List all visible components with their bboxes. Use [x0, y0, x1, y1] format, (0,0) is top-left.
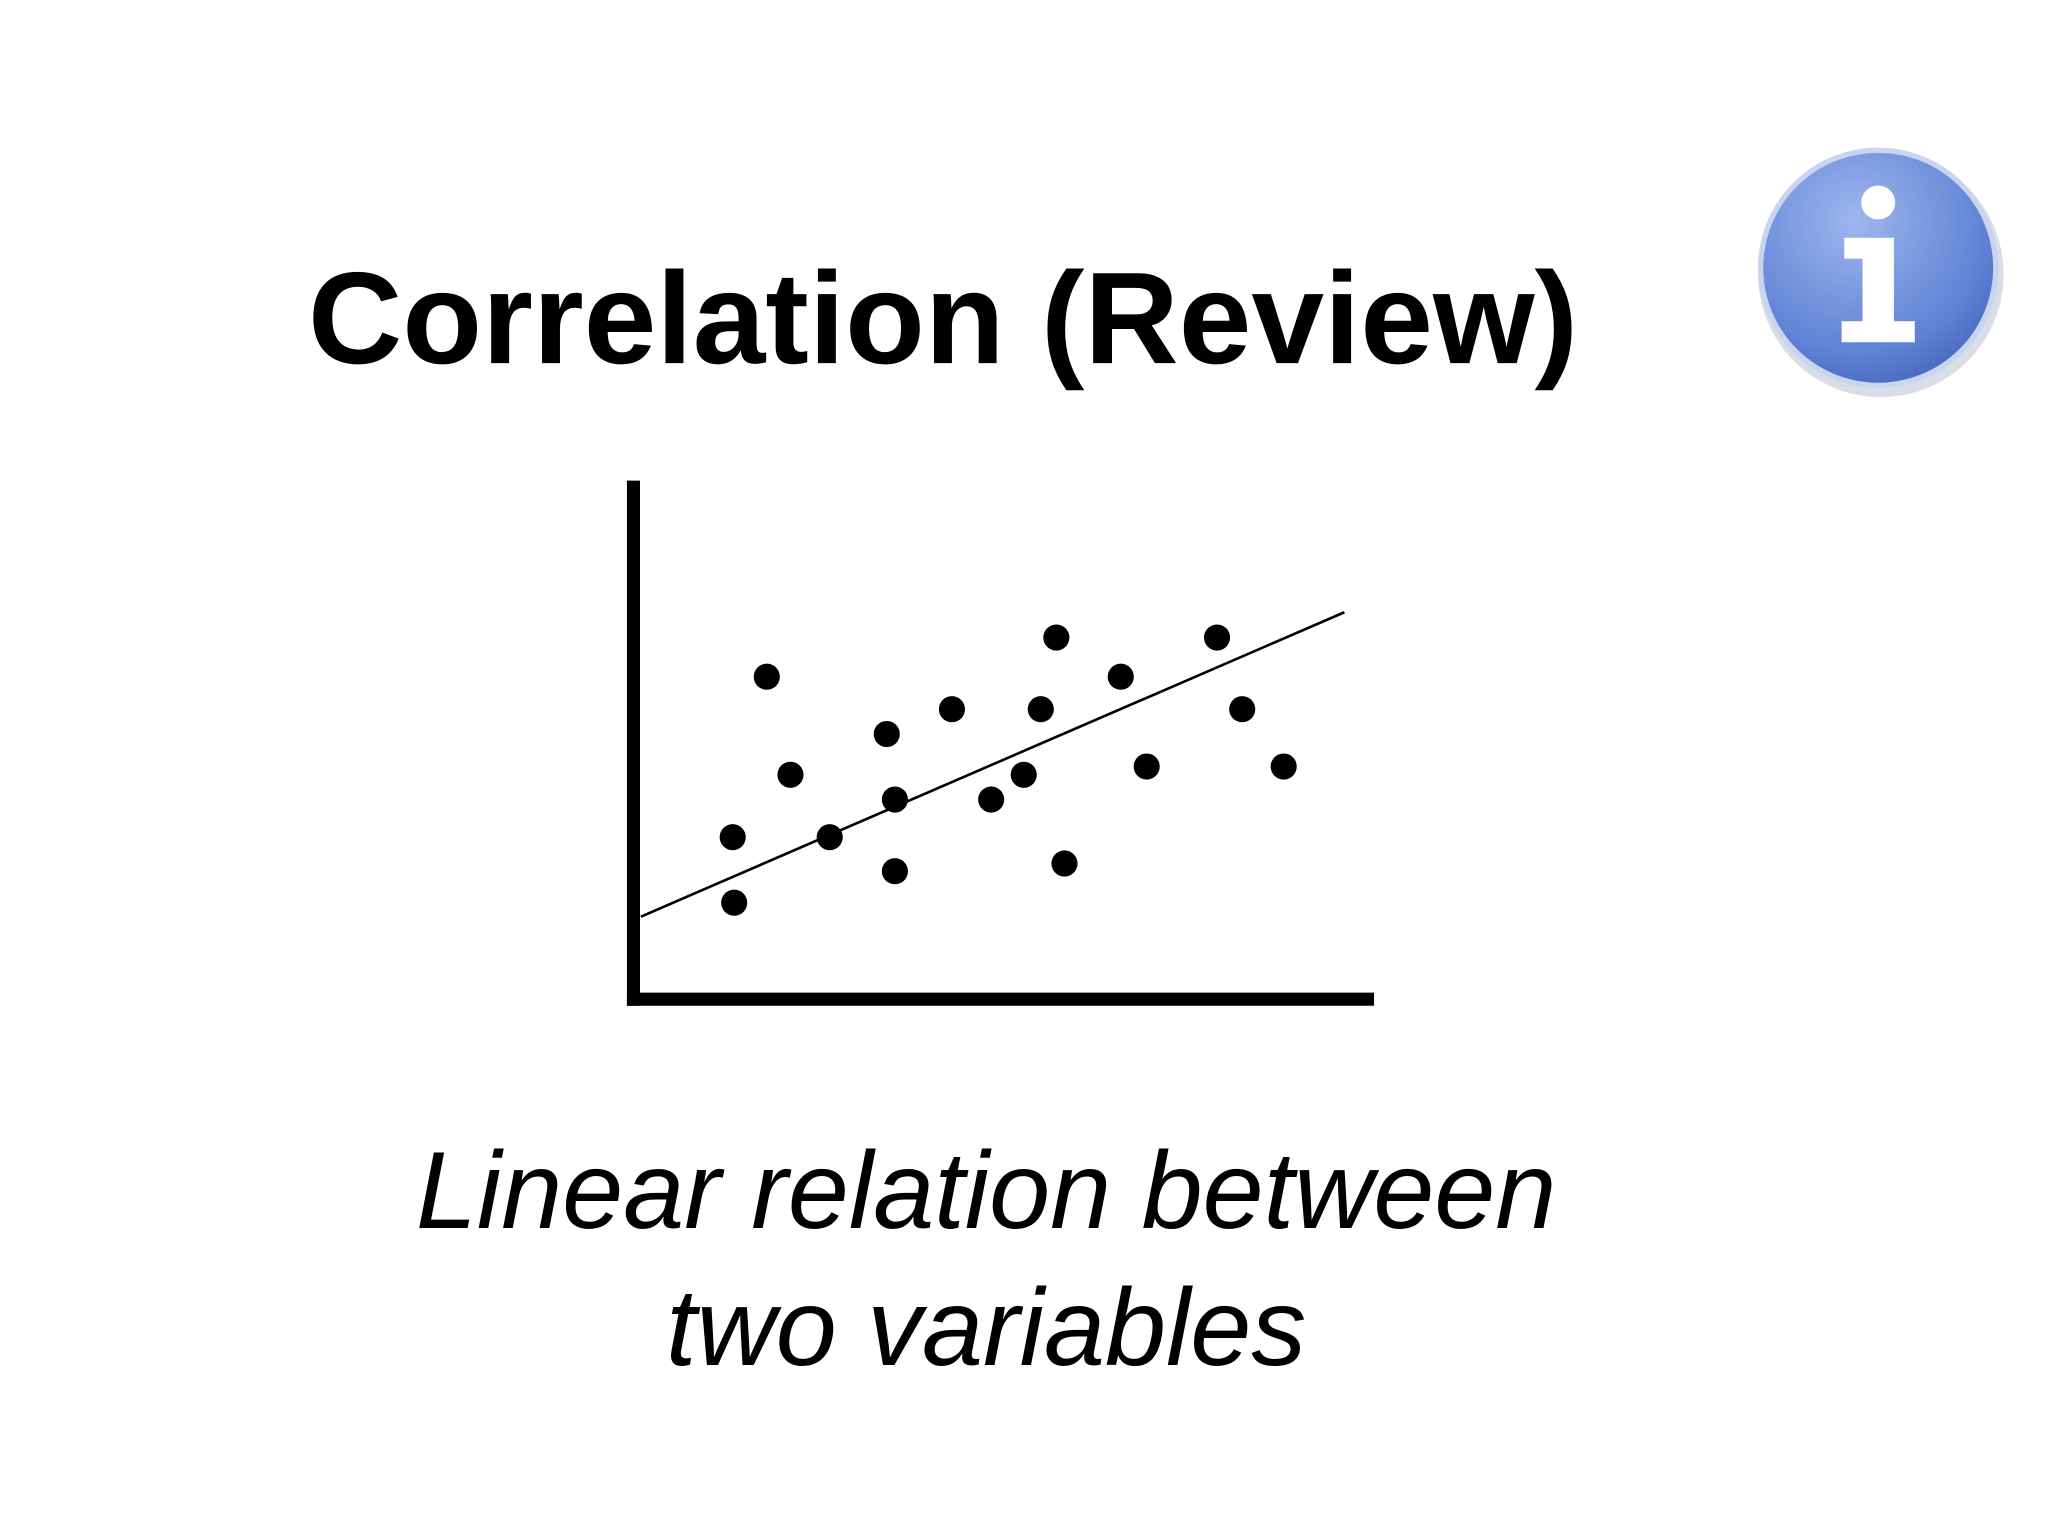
- data-point: [777, 761, 804, 788]
- data-point: [1051, 850, 1078, 877]
- caption-line: two variables: [666, 1267, 1306, 1389]
- data-point: [1043, 624, 1070, 651]
- data-point: [1107, 663, 1134, 690]
- data-point: [1027, 696, 1054, 723]
- scatter-plot: [626, 480, 1375, 1006]
- data-point: [753, 663, 780, 690]
- data-point: [1270, 753, 1297, 780]
- trend-line: [640, 611, 1345, 918]
- caption-line: Linear relation between: [416, 1130, 1556, 1252]
- data-point: [1229, 696, 1256, 723]
- data-point: [719, 824, 746, 851]
- data-point: [881, 858, 908, 885]
- data-point: [1133, 753, 1160, 780]
- data-point: [881, 786, 908, 813]
- data-point: [873, 720, 900, 748]
- data-point: [1203, 624, 1231, 651]
- data-point: [978, 786, 1005, 813]
- data-point: [938, 696, 965, 723]
- info-icon: [1758, 147, 2004, 398]
- data-point: [1010, 761, 1037, 788]
- slide-title: Correlation (Review): [308, 245, 1578, 391]
- data-point: [721, 889, 748, 916]
- data-point: [816, 824, 843, 851]
